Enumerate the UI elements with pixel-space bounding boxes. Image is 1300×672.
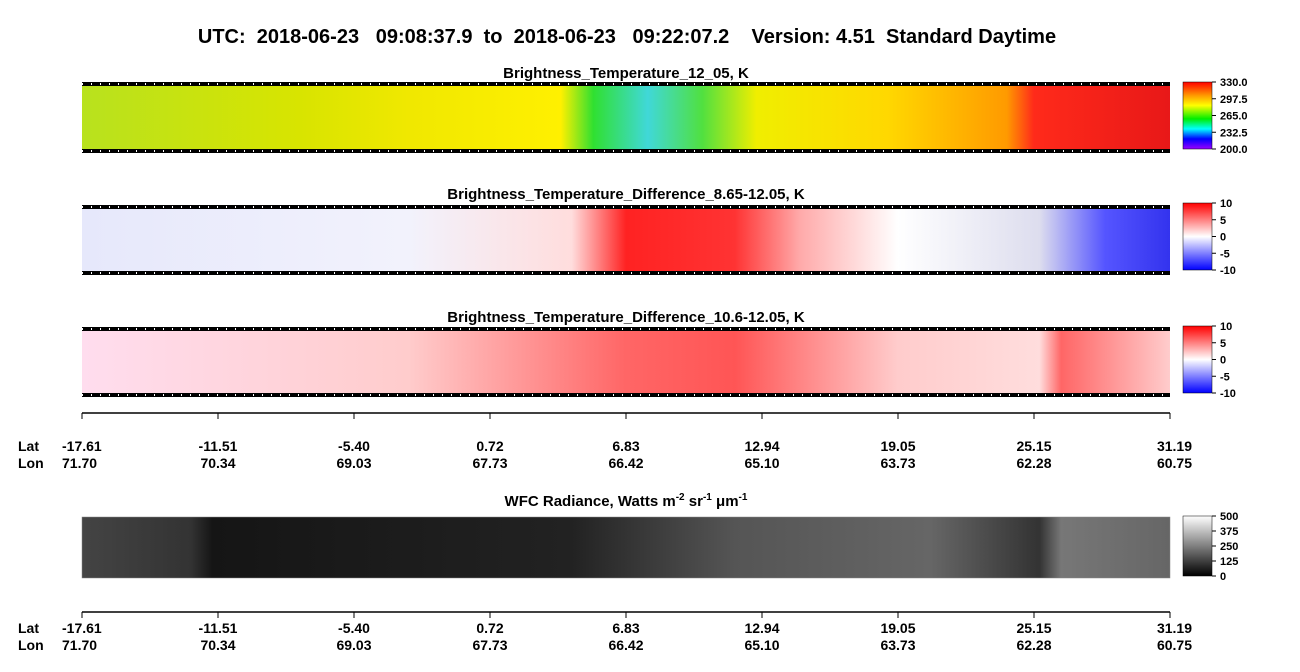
title-part: sr — [685, 493, 704, 510]
strip-border — [81, 516, 1171, 579]
lon-value: 67.73 — [472, 637, 507, 653]
lat-value: 31.19 — [1157, 620, 1192, 636]
lon-value: 60.75 — [1157, 637, 1192, 653]
lat-value: -5.40 — [338, 620, 370, 636]
title-part: Brightness_Temperature_Difference_8.65-1… — [447, 186, 805, 203]
lon-value: 63.73 — [880, 637, 915, 653]
lon-value: 66.42 — [608, 455, 643, 471]
lat-value: -17.61 — [62, 438, 102, 454]
lon-value: 69.03 — [336, 637, 371, 653]
colorbar-label: 10 — [1220, 321, 1232, 333]
colorbar — [1182, 325, 1213, 394]
colorbar — [1182, 81, 1213, 150]
lon-value: 71.70 — [62, 637, 97, 653]
lat-label: Lat — [18, 620, 39, 636]
lat-value: 19.05 — [880, 620, 915, 636]
lon-value: 67.73 — [472, 455, 507, 471]
title-part: Brightness_Temperature_12_05, K — [503, 65, 749, 82]
panel-title: Brightness_Temperature_Difference_10.6-1… — [447, 309, 805, 326]
lon-value: 70.34 — [200, 637, 235, 653]
colorbar — [1182, 202, 1213, 271]
colorbar-label: 0 — [1220, 571, 1226, 583]
lat-value: 12.94 — [744, 620, 779, 636]
lat-value: 0.72 — [476, 620, 503, 636]
panel-title: WFC Radiance, Watts m-2 sr-1 μm-1 — [505, 492, 748, 510]
lon-value: 71.70 — [62, 455, 97, 471]
colorbar-label: 0 — [1220, 232, 1226, 244]
colorbar-label: -10 — [1220, 388, 1236, 400]
lat-value: 25.15 — [1016, 438, 1051, 454]
colorbar-label: 10 — [1220, 198, 1232, 210]
lat-value: -5.40 — [338, 438, 370, 454]
lat-value: -11.51 — [199, 620, 238, 636]
lon-value: 62.28 — [1016, 637, 1051, 653]
lat-label: Lat — [18, 438, 39, 454]
colorbar-label: -5 — [1220, 248, 1230, 260]
colorbar-label: -10 — [1220, 265, 1236, 277]
colorbar-label: -5 — [1220, 371, 1230, 383]
title-part: Brightness_Temperature_Difference_10.6-1… — [447, 309, 805, 326]
lon-value: 65.10 — [744, 637, 779, 653]
title-part: μm — [712, 493, 739, 510]
colorbar-label: 5 — [1220, 215, 1226, 227]
colorbar-label: 265.0 — [1220, 111, 1248, 123]
superscript: -1 — [739, 492, 748, 503]
colorbar-label: 330.0 — [1220, 77, 1248, 89]
superscript: -2 — [676, 492, 685, 503]
colorbar-label: 232.5 — [1220, 127, 1248, 139]
colorbar-label: 200.0 — [1220, 144, 1248, 156]
lon-value: 60.75 — [1157, 455, 1192, 471]
image-strip — [82, 329, 1170, 395]
image-strip — [82, 84, 1170, 151]
lon-value: 62.28 — [1016, 455, 1051, 471]
panels: Brightness_Temperature_12_05, K 330.0 297.… — [81, 65, 1248, 583]
lon-value: 70.34 — [200, 455, 235, 471]
panel-title: Brightness_Temperature_12_05, K — [503, 65, 749, 82]
lat-value: -11.51 — [199, 438, 238, 454]
colorbar — [1182, 515, 1213, 577]
panel-title: Brightness_Temperature_Difference_8.65-1… — [447, 186, 805, 203]
image-strip — [82, 207, 1170, 273]
colorbar-label: 297.5 — [1220, 94, 1248, 106]
colorbar-label: 5 — [1220, 338, 1226, 350]
colorbar-label: 125 — [1220, 556, 1238, 568]
lon-value: 66.42 — [608, 637, 643, 653]
axes: LatLon-17.6171.70-11.5170.34-5.4069.030.… — [18, 412, 1192, 653]
superscript: -1 — [703, 492, 712, 503]
colorbar-label: 500 — [1220, 511, 1238, 523]
lat-value: 12.94 — [744, 438, 779, 454]
lon-value: 69.03 — [336, 455, 371, 471]
lon-label: Lon — [18, 637, 44, 653]
lat-value: 0.72 — [476, 438, 503, 454]
lon-label: Lon — [18, 455, 44, 471]
colorbar-label: 250 — [1220, 541, 1238, 553]
lon-value: 65.10 — [744, 455, 779, 471]
lat-value: 25.15 — [1016, 620, 1051, 636]
lat-value: 31.19 — [1157, 438, 1192, 454]
lat-value: 19.05 — [880, 438, 915, 454]
colorbar-label: 0 — [1220, 355, 1226, 367]
title: UTC: 2018-06-23 09:08:37.9 to 2018-06-23… — [198, 26, 1056, 48]
lon-value: 63.73 — [880, 455, 915, 471]
lat-value: 6.83 — [612, 620, 639, 636]
lat-value: -17.61 — [62, 620, 102, 636]
image-strip — [82, 517, 1170, 578]
lat-value: 6.83 — [612, 438, 639, 454]
colorbar-label: 375 — [1220, 526, 1238, 538]
title-part: WFC Radiance, Watts m — [505, 493, 676, 510]
